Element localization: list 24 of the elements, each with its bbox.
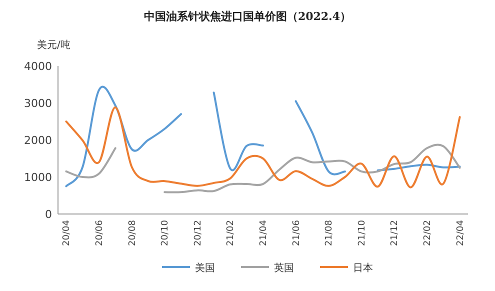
x-tick-label: 22/04 [456,220,466,246]
x-tick-label: 21/02 [226,220,236,246]
x-tick-label: 21/04 [259,220,269,246]
x-tick-label: 21/10 [357,220,368,246]
y-tick-label: 4000 [24,60,52,73]
legend-label: 英国 [274,262,294,274]
x-tick-label: 22/02 [423,220,433,246]
y-tick-label: 3000 [24,97,52,110]
x-tick-label: 20/04 [62,220,72,246]
x-tick-label: 20/10 [160,220,171,246]
legend-label: 日本 [353,262,373,274]
y-tick-label: 2000 [24,134,52,147]
x-tick-label: 21/12 [390,220,400,246]
x-tick-label: 20/12 [193,220,204,246]
x-tick-label: 20/06 [95,220,105,246]
legend-label: 美国 [195,262,215,274]
line-series [65,106,461,188]
x-tick-label: 20/08 [128,220,138,246]
y-tick-label: 0 [45,208,52,221]
chart-title: 中国油系针状焦进口国单价图（2022.4） [144,10,352,23]
x-tick-label: 21/06 [292,220,302,246]
y-axis-title: 美元/吨 [37,39,70,51]
y-tick-label: 1000 [24,171,52,184]
x-tick-label: 21/08 [324,220,335,246]
